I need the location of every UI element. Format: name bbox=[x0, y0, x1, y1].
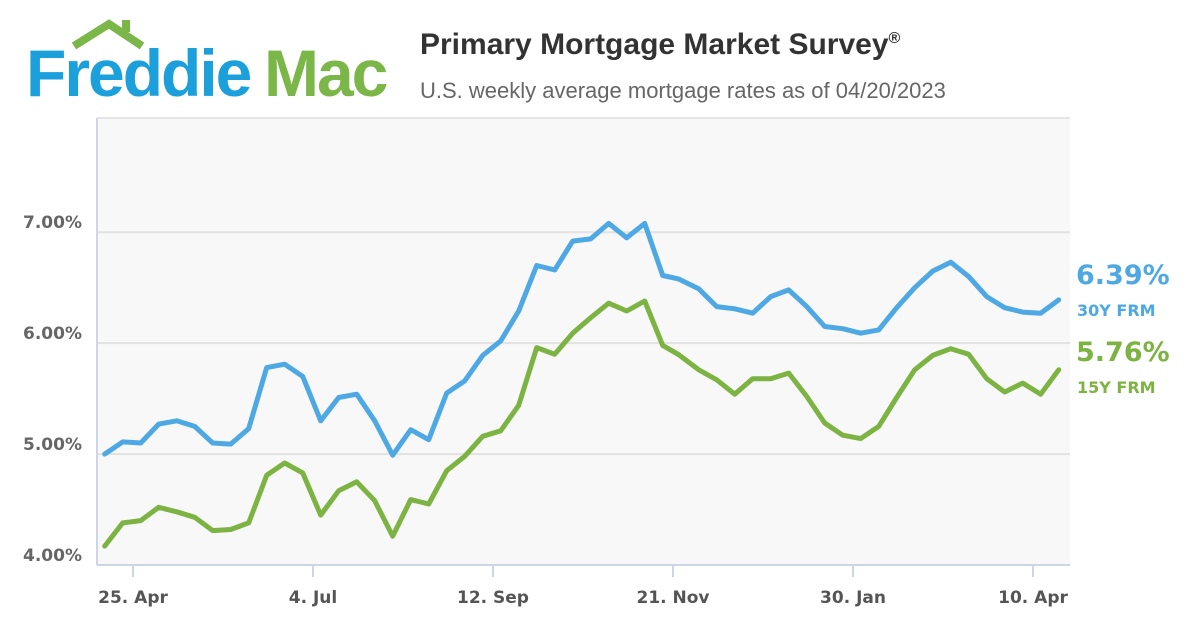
logo-freddie: Freddie bbox=[26, 36, 252, 110]
x-tick-label: 21. Nov bbox=[636, 588, 709, 608]
house-roof-icon bbox=[71, 19, 145, 50]
y-tick-label: 7.00% bbox=[23, 213, 82, 233]
series-line-30y-frm bbox=[102, 220, 1062, 458]
series-30y-name: 30Y FRM bbox=[1077, 301, 1156, 320]
series-30y-last-value: 6.39% bbox=[1076, 260, 1170, 291]
chart-subtitle: U.S. weekly average mortgage rates as of… bbox=[420, 78, 946, 103]
chart-title: Primary Mortgage Market Survey® bbox=[420, 28, 901, 61]
logo-mac: Mac bbox=[264, 36, 388, 110]
x-tick-label: 12. Sep bbox=[457, 588, 529, 608]
x-tick-label: 10. Apr bbox=[998, 588, 1068, 608]
plot-area bbox=[97, 118, 1070, 565]
y-tick-label: 5.00% bbox=[23, 435, 82, 455]
series-15y-name: 15Y FRM bbox=[1077, 378, 1156, 397]
x-tick-label: 25. Apr bbox=[98, 588, 168, 608]
y-tick-label: 6.00% bbox=[23, 324, 82, 344]
series-line-15y-frm bbox=[102, 298, 1062, 549]
x-tick-label: 30. Jan bbox=[820, 588, 886, 608]
series-15y-last-value: 5.76% bbox=[1076, 337, 1170, 368]
freddie-mac-logo: Freddie Mac bbox=[26, 18, 388, 110]
x-tick-label: 4. Jul bbox=[289, 588, 337, 608]
y-tick-label: 4.00% bbox=[23, 546, 82, 566]
